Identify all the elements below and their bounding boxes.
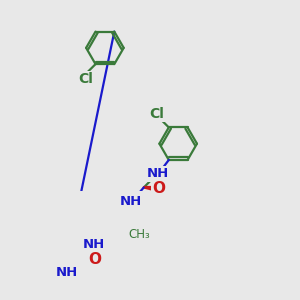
Text: O: O [88,252,101,267]
Text: NH: NH [82,238,105,251]
Text: CH₃: CH₃ [129,228,151,241]
Text: NH: NH [120,195,142,208]
Text: NH: NH [146,167,169,180]
Text: Cl: Cl [149,106,164,121]
Text: O: O [152,181,165,196]
Text: NH: NH [56,266,79,278]
Text: Cl: Cl [78,72,93,86]
